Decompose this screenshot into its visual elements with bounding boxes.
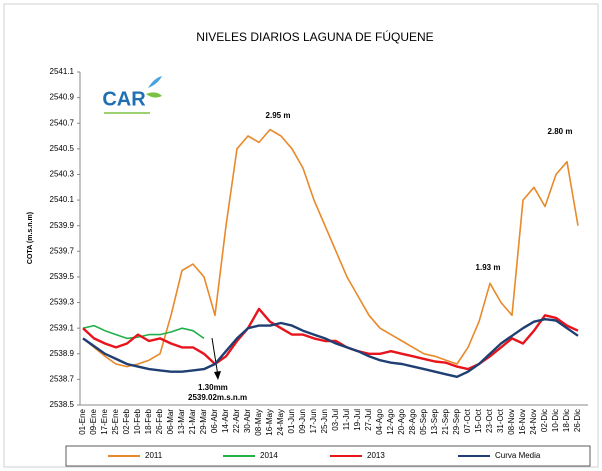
x-tick-label: 15-Oct [474, 408, 483, 433]
x-tick-label: 06-Abr [210, 409, 219, 433]
legend-label: 2013 [367, 451, 385, 460]
y-tick-label: 2539.9 [50, 221, 75, 230]
legend-label: Curva Media [495, 451, 541, 460]
x-tick-label: 23-Oct [485, 408, 494, 433]
x-tick-label: 26-Dic [573, 409, 582, 432]
y-tick-label: 2539.3 [50, 298, 75, 307]
x-tick-label: 16-Nov [518, 409, 527, 435]
legend-box [65, 445, 591, 467]
x-tick-label: 24-May [276, 409, 285, 436]
x-tick-label: 17-Jun [309, 409, 318, 433]
x-tick-label: 01-Ene [78, 408, 87, 434]
logo-text: CAR [102, 88, 146, 110]
x-tick-label: 13-Sep [430, 408, 439, 434]
x-tick-label: 02-Dic [540, 409, 549, 432]
y-tick-label: 2540.1 [50, 195, 75, 204]
x-tick-label: 18-Dic [562, 409, 571, 432]
y-tick-label: 2539.7 [50, 246, 75, 255]
x-tick-label: 21-Mar [188, 409, 197, 435]
chart-frame [3, 3, 599, 468]
x-tick-label: 13-Mar [177, 409, 186, 435]
x-tick-label: 22-Abr [232, 409, 241, 433]
x-tick-label: 08-May [254, 409, 263, 436]
y-axis-label: COTA (m.s.n.m) [27, 212, 34, 264]
x-tick-label: 11-Jul [342, 409, 351, 430]
x-tick-label: 27-Jul [364, 409, 373, 431]
x-tick-label: 21-Sep [441, 408, 450, 434]
y-tick-label: 2539.1 [50, 323, 75, 332]
x-tick-label: 17-Ene [100, 408, 109, 434]
y-tick-label: 2540.3 [50, 170, 75, 179]
x-tick-label: 01-Jun [287, 409, 296, 433]
x-tick-label: 05-Sep [419, 408, 428, 434]
chart-title: NIVELES DIARIOS LAGUNA DE FÚQUENE [196, 29, 433, 44]
y-tick-label: 2540.5 [50, 144, 75, 153]
y-tick-label: 2538.5 [50, 400, 75, 409]
x-tick-label: 31-Oct [496, 408, 505, 433]
logo-leaf [148, 76, 162, 88]
x-tick-label: 20-Ago [397, 408, 406, 434]
x-tick-label: 16-May [265, 409, 274, 436]
x-tick-label: 06-Mar [166, 409, 175, 435]
annotation-arrow [211, 337, 219, 377]
annotation: 2539.02m.s.n.m [188, 393, 247, 402]
x-tick-label: 09-Ene [89, 408, 98, 434]
y-tick-label: 2538.9 [50, 349, 75, 358]
x-tick-label: 25-Ene [111, 408, 120, 434]
y-tick-label: 2540.7 [50, 118, 75, 127]
logo: CAR [102, 76, 162, 114]
x-tick-label: 14-Abr [221, 409, 230, 433]
annotation: 1.93 m [476, 263, 501, 272]
annotation: 1.30mm [198, 383, 228, 392]
x-tick-label: 12-Ago [386, 408, 395, 434]
x-tick-label: 07-Oct [463, 408, 472, 433]
x-tick-label: 19-Jul [353, 409, 362, 431]
annotation: 2.80 m [548, 127, 573, 136]
x-tick-label: 26-Feb [155, 408, 164, 434]
x-tick-label: 03-Jul [331, 409, 340, 431]
x-tick-label: 29-Mar [199, 409, 208, 435]
series-line [82, 318, 579, 378]
x-tick-label: 24-Nov [529, 409, 538, 435]
x-tick-label: 28-Ago [408, 408, 417, 434]
x-tick-label: 18-Feb [144, 408, 153, 434]
x-tick-label: 02-Feb [122, 408, 131, 434]
y-tick-label: 2541.1 [50, 67, 75, 76]
y-tick-label: 2540.9 [50, 93, 75, 102]
x-tick-label: 25-Jun [320, 409, 329, 433]
legend-label: 2014 [260, 451, 278, 460]
legend-label: 2011 [145, 451, 163, 460]
series-line [82, 324, 205, 340]
series-line [82, 128, 579, 368]
x-tick-label: 04-Ago [375, 408, 384, 434]
x-tick-label: 08-Nov [507, 409, 516, 435]
logo-leaf [146, 92, 162, 98]
x-tick-label: 09-Jun [298, 409, 307, 433]
x-tick-label: 29-Sep [452, 408, 461, 434]
annotation-arrowhead [214, 371, 221, 380]
annotation: 2.95 m [266, 111, 291, 120]
x-tick-label: 10-Feb [133, 408, 142, 434]
y-tick-label: 2539.5 [50, 272, 75, 281]
x-tick-label: 10-Dic [551, 409, 560, 432]
y-tick-label: 2538.7 [50, 374, 75, 383]
x-tick-label: 30-Abr [243, 409, 252, 433]
